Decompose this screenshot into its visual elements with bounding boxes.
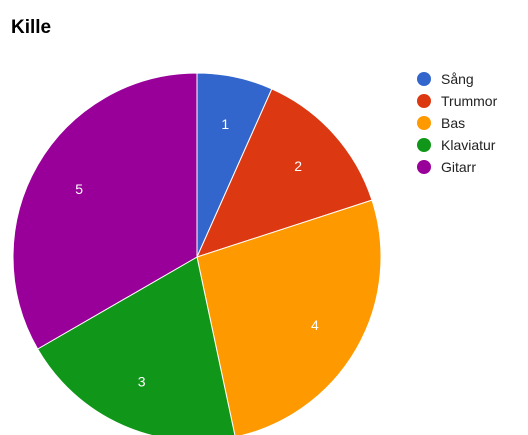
legend-swatch-klaviatur xyxy=(417,138,431,152)
chart-title: Kille xyxy=(11,17,52,38)
legend-label-sang: Sång xyxy=(441,71,474,87)
pie-slice-trummor xyxy=(196,88,373,258)
legend-swatch-gitarr xyxy=(417,160,431,174)
legend-label-gitarr: Gitarr xyxy=(441,159,476,175)
slice-value-label: 2 xyxy=(294,158,302,174)
slice-value-label: 3 xyxy=(138,373,146,389)
pie-slice-klaviatur xyxy=(36,256,236,435)
legend-swatch-trummor xyxy=(417,94,431,108)
pie-slices xyxy=(12,72,382,435)
pie-slice-bas xyxy=(196,199,382,435)
legend-swatch-bas xyxy=(417,116,431,130)
legend-label-klaviatur: Klaviatur xyxy=(441,137,496,153)
legend-label-trummor: Trummor xyxy=(441,93,498,109)
legend-swatch-sang xyxy=(417,72,431,86)
pie-slice-labels: 1 2 4 3 5 xyxy=(75,116,319,390)
pie-slice-gitarr xyxy=(12,72,198,350)
slice-value-label: 5 xyxy=(75,181,83,197)
slice-value-label: 1 xyxy=(221,116,229,132)
legend-label-bas: Bas xyxy=(441,115,465,131)
legend: Sång Trummor Bas Klaviatur Gitarr xyxy=(417,71,498,175)
slice-value-label: 4 xyxy=(311,317,319,333)
